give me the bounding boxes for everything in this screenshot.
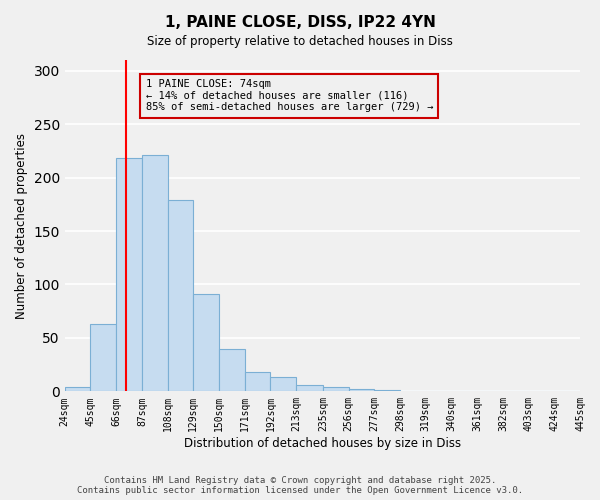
Bar [349, 389, 374, 392]
Bar [142, 155, 167, 392]
Bar [91, 324, 116, 392]
Text: 1, PAINE CLOSE, DISS, IP22 4YN: 1, PAINE CLOSE, DISS, IP22 4YN [164, 15, 436, 30]
Bar [65, 387, 91, 392]
Bar [116, 158, 142, 392]
Text: Size of property relative to detached houses in Diss: Size of property relative to detached ho… [147, 35, 453, 48]
Text: Contains HM Land Registry data © Crown copyright and database right 2025.
Contai: Contains HM Land Registry data © Crown c… [77, 476, 523, 495]
Bar [271, 378, 296, 392]
Bar [193, 294, 219, 392]
Text: 1 PAINE CLOSE: 74sqm
← 14% of detached houses are smaller (116)
85% of semi-deta: 1 PAINE CLOSE: 74sqm ← 14% of detached h… [146, 79, 433, 112]
Bar [219, 348, 245, 392]
Bar [374, 390, 400, 392]
Bar [296, 385, 323, 392]
Y-axis label: Number of detached properties: Number of detached properties [15, 132, 28, 318]
Bar [323, 387, 349, 392]
Bar [245, 372, 271, 392]
Bar [167, 200, 193, 392]
X-axis label: Distribution of detached houses by size in Diss: Distribution of detached houses by size … [184, 437, 461, 450]
